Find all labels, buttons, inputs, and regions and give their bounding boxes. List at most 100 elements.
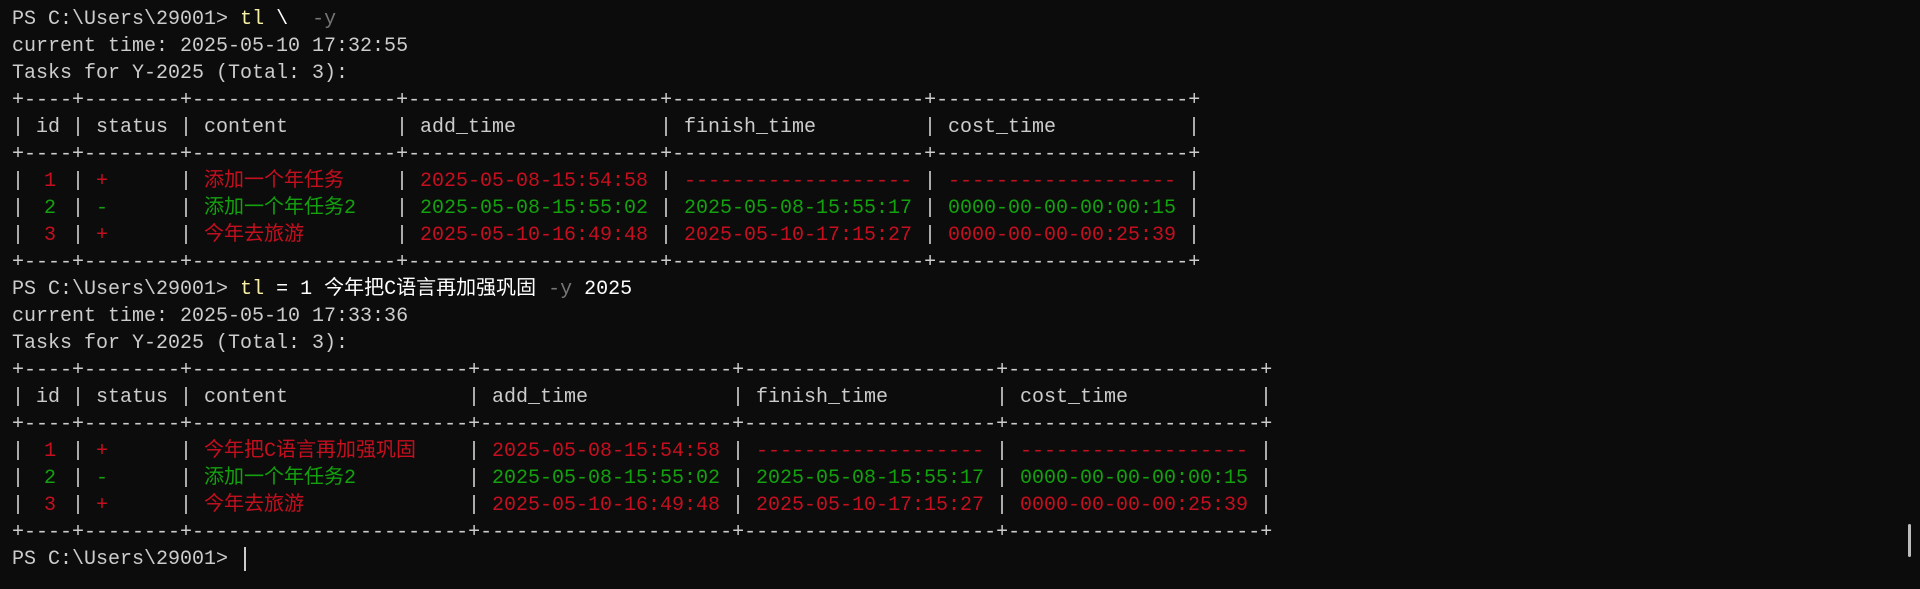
table-pipe: | — [180, 494, 193, 517]
table-pipe: | — [12, 116, 25, 139]
table-pipe: | — [396, 170, 409, 193]
cell-id: 3 — [44, 494, 57, 517]
cell-status: status — [96, 116, 169, 139]
table-pipe: | — [72, 170, 85, 193]
cell-cost_time: cost_time — [948, 116, 1057, 139]
cell-id: id — [36, 386, 61, 409]
cell-cost_time: 0000-00-00-00:25:39 — [948, 224, 1177, 247]
table-pipe: | — [180, 197, 193, 220]
current-time: current time: 2025-05-10 17:33:36 — [12, 305, 409, 328]
table-pipe: | — [732, 440, 745, 463]
cell-add_time: 2025-05-08-15:55:02 — [492, 467, 721, 490]
cell-cost_time: 0000-00-00-00:00:15 — [1020, 467, 1249, 490]
table-border: +----+--------+-----------------------+-… — [12, 521, 1273, 544]
table-pipe: | — [72, 467, 85, 490]
table-pipe: | — [1260, 494, 1273, 517]
command-line: PS C:\Users\29001> tl = 1 今年把C语言再加强巩固 -y… — [12, 276, 1272, 303]
table-border: +----+--------+-----------------------+-… — [12, 359, 1273, 382]
cell-add_time: 2025-05-10-16:49:48 — [492, 494, 721, 517]
table-pipe: | — [1260, 386, 1273, 409]
table-border: +----+--------+-----------------+-------… — [12, 251, 1201, 274]
cell-status: - — [96, 197, 109, 220]
command-args: = 1 今年把C语言再加强巩固 — [264, 278, 549, 301]
cell-content: 添加一个年任务2 — [204, 197, 357, 220]
prompt: PS C:\Users\29001> — [12, 548, 229, 571]
table-pipe: | — [72, 494, 85, 517]
cell-content: content — [204, 386, 289, 409]
cell-finish_time: 2025-05-08-15:55:17 — [756, 467, 985, 490]
cell-status: + — [96, 224, 109, 247]
table-pipe: | — [660, 170, 673, 193]
table-pipe: | — [12, 440, 25, 463]
table-pipe: | — [180, 224, 193, 247]
table-pipe: | — [468, 386, 481, 409]
table-pipe: | — [924, 197, 937, 220]
table-pipe: | — [660, 224, 673, 247]
terminal-output[interactable]: PS C:\Users\29001> tl \ -y current time: … — [12, 6, 1272, 573]
table-pipe: | — [180, 116, 193, 139]
table-row: | 1 | + | 添加一个年任务 | 2025-05-08-15:54:58 | -------… — [12, 168, 1272, 195]
cell-status: + — [96, 440, 109, 463]
table-pipe: | — [396, 197, 409, 220]
command-line: PS C:\Users\29001> — [12, 546, 1272, 573]
cell-status: - — [96, 467, 109, 490]
table-header: | id | status | content | add_time | finish_time |… — [12, 384, 1272, 411]
table-row: | 2 | - | 添加一个年任务2 | 2025-05-08-15:55:02 | 2025-0… — [12, 195, 1272, 222]
table-pipe: | — [996, 467, 1009, 490]
cell-finish_time: 2025-05-10-17:15:27 — [756, 494, 985, 517]
table-pipe: | — [1260, 467, 1273, 490]
table-pipe: | — [1188, 197, 1201, 220]
table-pipe: | — [660, 197, 673, 220]
table-pipe: | — [468, 440, 481, 463]
scrollbar[interactable] — [1908, 524, 1911, 557]
table-pipe: | — [396, 224, 409, 247]
cell-finish_time: finish_time — [684, 116, 817, 139]
cell-add_time: add_time — [492, 386, 589, 409]
table-row: | 3 | + | 今年去旅游 | 2025-05-10-16:49:48 | 2025-05-1… — [12, 492, 1272, 519]
table-pipe: | — [12, 224, 25, 247]
cell-status: + — [96, 494, 109, 517]
cell-id: 2 — [44, 197, 57, 220]
cell-add_time: add_time — [420, 116, 517, 139]
command-flag: -y — [548, 278, 573, 301]
cell-add_time: 2025-05-08-15:54:58 — [492, 440, 721, 463]
cell-content: 今年去旅游 — [204, 224, 304, 247]
command-args: \ — [264, 8, 313, 31]
command-line: PS C:\Users\29001> tl \ -y — [12, 6, 1272, 33]
command-tail: 2025 — [572, 278, 633, 301]
cell-finish_time: ------------------- — [684, 170, 913, 193]
cell-cost_time: ------------------- — [948, 170, 1177, 193]
table-pipe: | — [1188, 116, 1201, 139]
cell-status: status — [96, 386, 169, 409]
prompt: PS C:\Users\29001> — [12, 278, 229, 301]
cell-add_time: 2025-05-10-16:49:48 — [420, 224, 649, 247]
table-pipe: | — [924, 116, 937, 139]
table-pipe: | — [12, 467, 25, 490]
table-border: +----+--------+-----------------+-------… — [12, 89, 1201, 112]
command-name: tl — [240, 278, 265, 301]
table-pipe: | — [180, 440, 193, 463]
table-pipe: | — [1188, 170, 1201, 193]
table-pipe: | — [660, 116, 673, 139]
cell-finish_time: 2025-05-08-15:55:17 — [684, 197, 913, 220]
cell-content: content — [204, 116, 289, 139]
cell-id: 2 — [44, 467, 57, 490]
table-border: +----+--------+-----------------------+-… — [12, 413, 1273, 436]
cell-content: 添加一个年任务 — [204, 170, 344, 193]
table-pipe: | — [72, 116, 85, 139]
cell-id: 1 — [44, 440, 57, 463]
cell-id: id — [36, 116, 61, 139]
command-name: tl — [240, 8, 265, 31]
table-pipe: | — [732, 494, 745, 517]
cell-cost_time: ------------------- — [1020, 440, 1249, 463]
text-cursor[interactable] — [244, 546, 247, 571]
prompt: PS C:\Users\29001> — [12, 8, 229, 31]
table-pipe: | — [996, 386, 1009, 409]
cell-cost_time: 0000-00-00-00:00:15 — [948, 197, 1177, 220]
tasks-title: Tasks for Y-2025 (Total: 3): — [12, 332, 349, 355]
table-pipe: | — [180, 467, 193, 490]
table-pipe: | — [72, 197, 85, 220]
table-pipe: | — [12, 170, 25, 193]
table-row: | 1 | + | 今年把C语言再加强巩固 | 2025-05-08-15:54:58 | ---… — [12, 438, 1272, 465]
table-pipe: | — [468, 467, 481, 490]
